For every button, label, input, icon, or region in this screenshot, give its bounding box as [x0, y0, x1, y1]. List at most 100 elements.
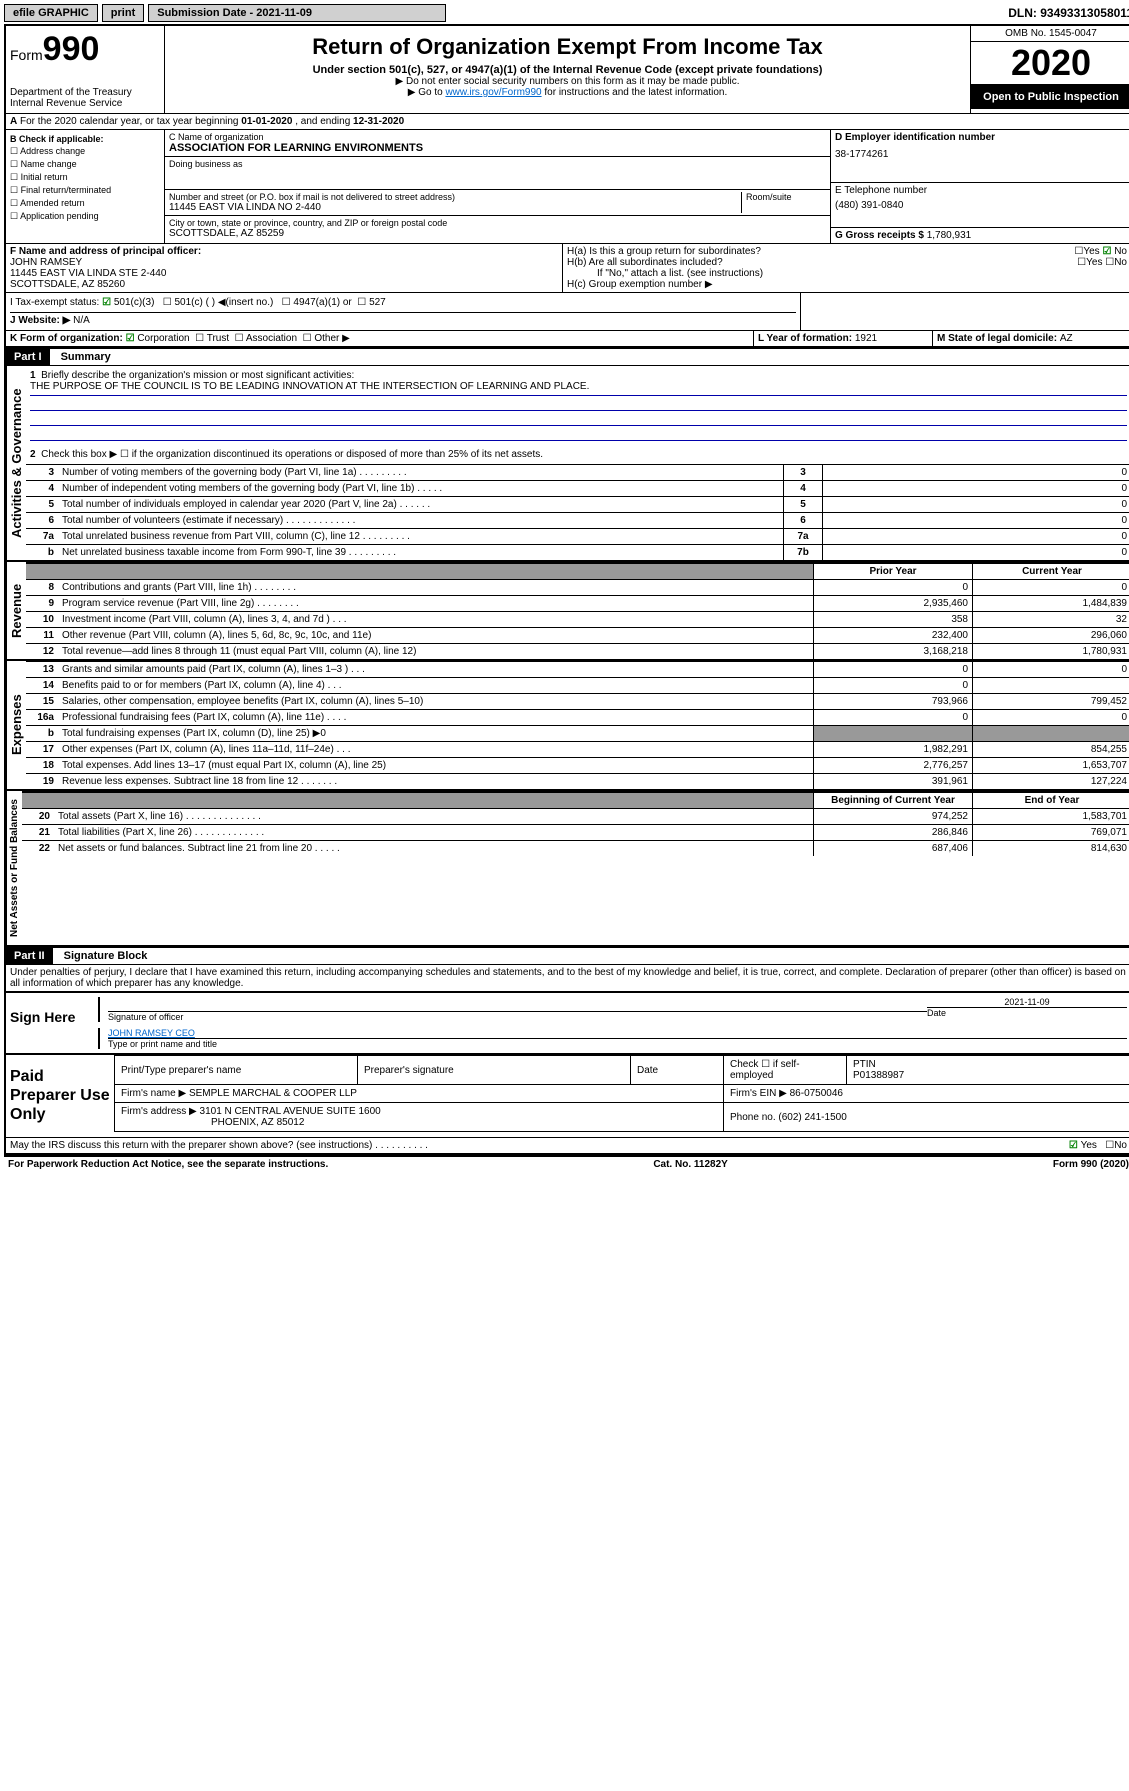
form-container: Form990 Department of the Treasury Inter… — [4, 24, 1129, 1155]
line-num: 3 — [26, 465, 58, 481]
efile-graphic-button[interactable]: efile GRAPHIC — [4, 4, 98, 22]
line-desc: Total liabilities (Part X, line 26) . . … — [54, 825, 814, 841]
k-other[interactable]: Other ▶ — [314, 333, 349, 344]
name-address-col: C Name of organization ASSOCIATION FOR L… — [165, 130, 831, 243]
line-current: 854,255 — [973, 742, 1129, 758]
chk-amended[interactable]: Amended return — [10, 198, 160, 209]
officer-label: F Name and address of principal officer: — [10, 246, 201, 257]
line-desc: Contributions and grants (Part VIII, lin… — [58, 580, 814, 596]
governance-section: Activities & Governance 1 Briefly descri… — [6, 366, 1129, 562]
instructions-link[interactable]: www.irs.gov/Form990 — [445, 87, 541, 98]
chk-app-pending[interactable]: Application pending — [10, 211, 160, 222]
status-527[interactable]: 527 — [369, 297, 386, 308]
dln-label: DLN: — [1008, 6, 1040, 20]
line-current: 1,653,707 — [973, 758, 1129, 774]
j-label: J Website: ▶ — [10, 315, 70, 326]
sig-name-label: Type or print name and title — [108, 1039, 1127, 1049]
officer-addr2: SCOTTSDALE, AZ 85260 — [10, 279, 558, 290]
line-num: 22 — [22, 841, 54, 857]
line-num: 8 — [26, 580, 58, 596]
line-num: 4 — [26, 481, 58, 497]
paid-col4[interactable]: Check ☐ if self-employed — [724, 1056, 847, 1085]
line-value: 0 — [823, 481, 1129, 497]
line-num: 7a — [26, 529, 58, 545]
l-label: L Year of formation: — [758, 333, 855, 344]
firm-addr-label: Firm's address ▶ — [121, 1106, 197, 1117]
line-desc: Total expenses. Add lines 13–17 (must eq… — [58, 758, 814, 774]
status-row: I Tax-exempt status: 501(c)(3) ☐ 501(c) … — [6, 293, 1129, 331]
line-desc: Number of voting members of the governin… — [58, 465, 784, 481]
netassets-section: Net Assets or Fund Balances Beginning of… — [6, 791, 1129, 947]
top-toolbar: efile GRAPHIC print Submission Date - 20… — [4, 4, 1129, 22]
line-current: 769,071 — [973, 825, 1129, 841]
k-corp[interactable]: Corporation — [126, 333, 190, 344]
line-prior: 974,252 — [814, 809, 973, 825]
firm-name: SEMPLE MARCHAL & COOPER LLP — [189, 1088, 357, 1099]
line-current: 799,452 — [973, 694, 1129, 710]
chk-final-return[interactable]: Final return/terminated — [10, 185, 160, 196]
line-desc: Other expenses (Part IX, column (A), lin… — [58, 742, 814, 758]
firm-ein-label: Firm's EIN ▶ — [730, 1088, 787, 1099]
line-current: 32 — [973, 612, 1129, 628]
q2-label: Check this box ▶ ☐ if the organization d… — [41, 449, 543, 460]
ha-no[interactable]: No — [1102, 246, 1127, 257]
status-501c[interactable]: 501(c) ( ) ◀(insert no.) — [174, 297, 273, 308]
line-num: 21 — [22, 825, 54, 841]
line-num: 10 — [26, 612, 58, 628]
period-row: A For the 2020 calendar year, or tax yea… — [6, 114, 1129, 130]
chk-address-change[interactable]: Address change — [10, 146, 160, 157]
line-value: 0 — [823, 529, 1129, 545]
expenses-table: 13 Grants and similar amounts paid (Part… — [26, 661, 1129, 789]
line-current: 296,060 — [973, 628, 1129, 644]
officer-box: F Name and address of principal officer:… — [6, 244, 563, 292]
line-desc: Professional fundraising fees (Part IX, … — [58, 710, 814, 726]
line-prior: 391,961 — [814, 774, 973, 790]
sign-section: Sign Here Signature of officer 2021-11-0… — [6, 991, 1129, 1053]
year-box: OMB No. 1545-0047 2020 Open to Public In… — [971, 26, 1129, 113]
firm-addr2: PHOENIX, AZ 85012 — [121, 1117, 304, 1128]
part1-header: Part I Summary — [6, 347, 1129, 366]
k-assoc[interactable]: Association — [246, 333, 297, 344]
line-prior — [814, 726, 973, 742]
status-501c3[interactable]: 501(c)(3) — [102, 297, 154, 308]
sign-here-label: Sign Here — [6, 993, 94, 1053]
discuss-no[interactable]: No — [1114, 1140, 1127, 1151]
line-prior: 687,406 — [814, 841, 973, 857]
check-b-label: B Check if applicable: — [10, 134, 104, 144]
line-desc: Program service revenue (Part VIII, line… — [58, 596, 814, 612]
print-button[interactable]: print — [102, 4, 144, 22]
governance-table: 3 Number of voting members of the govern… — [26, 464, 1129, 560]
line-value: 0 — [823, 465, 1129, 481]
discuss-row: May the IRS discuss this return with the… — [6, 1137, 1129, 1153]
form-note-2: ▶ Go to www.irs.gov/Form990 for instruct… — [169, 87, 966, 98]
line-prior: 0 — [814, 710, 973, 726]
chk-name-change[interactable]: Name change — [10, 159, 160, 170]
city-label: City or town, state or province, country… — [169, 218, 826, 228]
cat-no: Cat. No. 11282Y — [653, 1159, 727, 1170]
form-title-box: Return of Organization Exempt From Incom… — [165, 26, 971, 113]
line-num: 12 — [26, 644, 58, 660]
hb-no[interactable]: No — [1114, 257, 1127, 268]
discuss-text: May the IRS discuss this return with the… — [10, 1140, 428, 1151]
k-trust[interactable]: Trust — [207, 333, 229, 344]
firm-phone: (602) 241-1500 — [778, 1112, 846, 1123]
line-value: 0 — [823, 513, 1129, 529]
status-4947[interactable]: 4947(a)(1) or — [293, 297, 351, 308]
line-desc: Revenue less expenses. Subtract line 18 … — [58, 774, 814, 790]
line-prior: 3,168,218 — [814, 644, 973, 660]
period-end: 12-31-2020 — [353, 116, 404, 127]
line-desc: Total number of individuals employed in … — [58, 497, 784, 513]
ha-yes[interactable]: Yes — [1083, 246, 1099, 257]
hb-yes[interactable]: Yes — [1086, 257, 1102, 268]
line-num: 11 — [26, 628, 58, 644]
form-number: 990 — [43, 30, 100, 68]
line-desc: Total number of volunteers (estimate if … — [58, 513, 784, 529]
paid-preparer-table: Print/Type preparer's name Preparer's si… — [114, 1055, 1129, 1132]
org-city: SCOTTSDALE, AZ 85259 — [169, 228, 826, 239]
discuss-yes[interactable]: Yes — [1069, 1140, 1097, 1151]
line-num: 9 — [26, 596, 58, 612]
period-begin: 01-01-2020 — [241, 116, 292, 127]
sig-name[interactable]: JOHN RAMSEY CEO — [108, 1028, 195, 1038]
chk-initial-return[interactable]: Initial return — [10, 172, 160, 183]
line-prior: 358 — [814, 612, 973, 628]
